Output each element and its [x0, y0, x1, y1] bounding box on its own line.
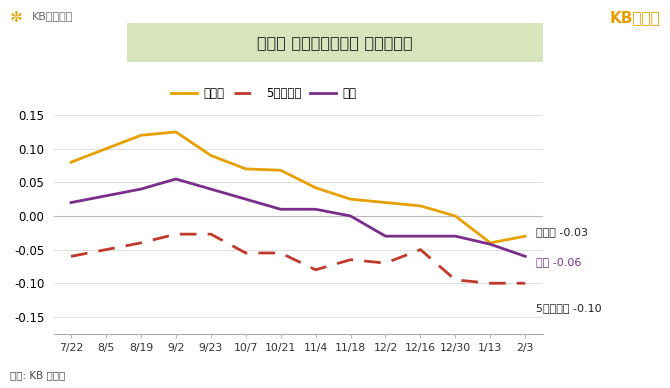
Text: 지역별 아파트매매가격 주간변동률: 지역별 아파트매매가격 주간변동률 [257, 35, 413, 50]
Text: 전국 -0.06: 전국 -0.06 [537, 257, 582, 267]
Text: KB부동산: KB부동산 [609, 10, 660, 25]
Text: 5개광역시 -0.10: 5개광역시 -0.10 [537, 303, 602, 313]
Legend: 수도권, 5개광역시, 전국: 수도권, 5개광역시, 전국 [167, 82, 361, 105]
Text: 자료: KB 부동산: 자료: KB 부동산 [10, 370, 65, 380]
Text: ✼: ✼ [10, 10, 23, 25]
Text: 수도권 -0.03: 수도권 -0.03 [537, 227, 588, 237]
Text: KB국민은행: KB국민은행 [32, 11, 74, 21]
